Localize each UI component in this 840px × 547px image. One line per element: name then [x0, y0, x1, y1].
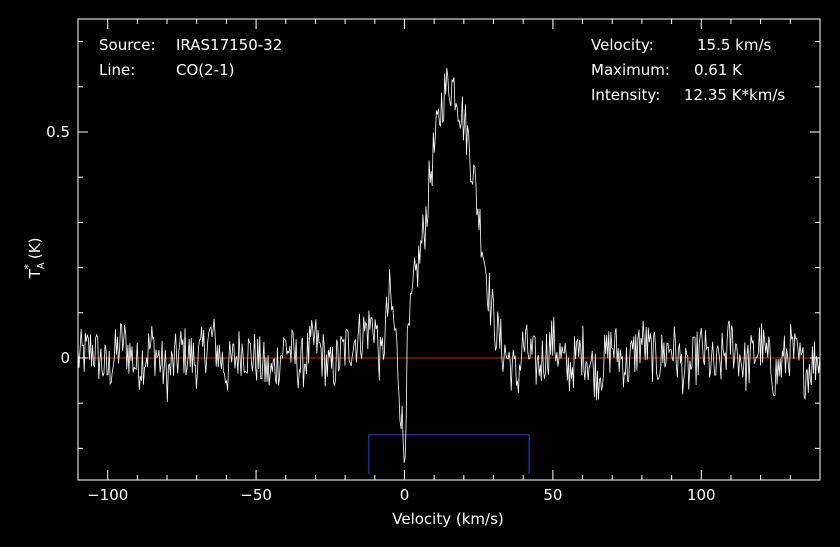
maximum-label: Maximum: [591, 61, 670, 79]
velocity-value: 15.5 km/s [697, 36, 772, 54]
velocity-label: Velocity: [591, 36, 654, 54]
y-axis-label: TA* (K) [22, 238, 47, 280]
source-value: IRAS17150-32 [176, 36, 282, 54]
y-axis-label-sup: * [22, 263, 35, 269]
svg-text:TA* (K): TA* (K) [22, 238, 47, 280]
x-tick-label: −100 [87, 486, 128, 504]
y-tick-label: 0 [60, 349, 70, 367]
x-tick-label: −50 [240, 486, 272, 504]
x-tick-label: 0 [400, 486, 410, 504]
y-axis-label-sub: A [36, 262, 47, 269]
spectrum-line [77, 67, 821, 463]
line-value: CO(2-1) [176, 61, 234, 79]
x-tick-label: 50 [543, 486, 562, 504]
x-axis-label: Velocity (km/s) [392, 510, 503, 528]
line-label: Line: [99, 61, 135, 79]
maximum-value: 0.61 K [694, 61, 743, 79]
integration-window [368, 434, 530, 474]
y-axis-label-unit: (K) [26, 238, 44, 264]
y-tick-label: 0.5 [46, 123, 70, 141]
y-axis-label-main: T [26, 268, 44, 279]
intensity-value: 12.35 K*km/s [684, 86, 785, 104]
x-tick-label: 100 [687, 486, 716, 504]
plot-frame [77, 18, 821, 481]
plot-area: −100 −50 0 50 100 0 0.5 [46, 18, 821, 504]
source-label: Source: [99, 36, 156, 54]
intensity-label: Intensity: [591, 86, 660, 104]
